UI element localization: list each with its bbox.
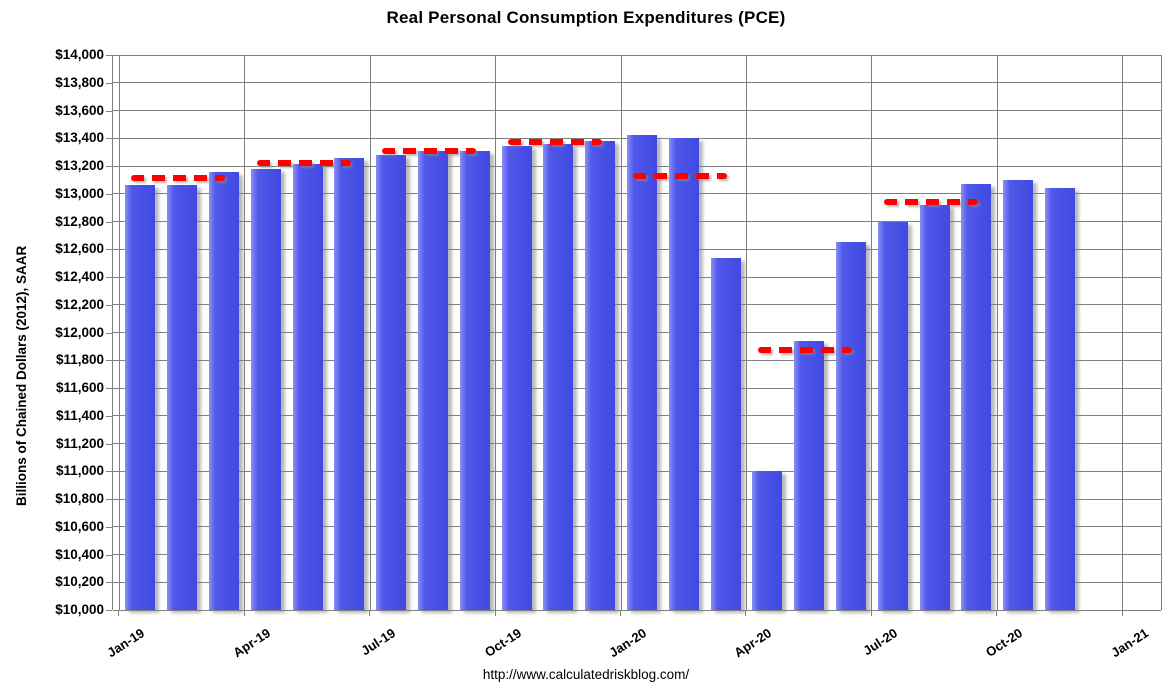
x-axis-tick <box>745 610 747 616</box>
bar <box>961 184 992 610</box>
v-gridline <box>495 55 497 610</box>
y-tick-label: $12,600 <box>55 241 104 257</box>
bar <box>167 185 198 610</box>
bar <box>250 168 281 610</box>
bar <box>919 204 950 610</box>
y-axis-tick <box>106 415 112 417</box>
y-tick-label: $13,400 <box>55 130 104 146</box>
y-axis-tick <box>106 249 112 251</box>
bar <box>292 163 323 610</box>
quarterly-average-line <box>131 175 226 182</box>
y-tick-label: $11,400 <box>55 407 104 423</box>
bar <box>543 143 574 610</box>
quarterly-average-line <box>633 172 727 179</box>
quarterly-average-line <box>883 199 978 206</box>
y-axis-tick <box>106 526 112 528</box>
y-tick-label: $10,800 <box>55 491 104 506</box>
quarterly-average-line <box>256 160 351 167</box>
x-axis-tick <box>494 610 496 616</box>
y-axis-tick <box>106 82 112 84</box>
bar <box>668 138 699 610</box>
v-gridline <box>244 55 246 610</box>
y-axis-tick <box>106 610 112 611</box>
y-axis-tick <box>106 443 112 445</box>
y-axis-tick <box>106 277 112 278</box>
y-tick-label: $12,400 <box>55 269 104 284</box>
bar <box>501 145 532 610</box>
bar <box>459 151 490 610</box>
y-tick-label: $13,000 <box>55 185 104 201</box>
y-axis-tick <box>106 332 112 334</box>
bar <box>794 340 825 610</box>
y-axis-tick <box>106 471 112 473</box>
y-tick-label: $13,800 <box>55 74 104 90</box>
h-gridline <box>113 54 1161 56</box>
bar <box>835 242 866 610</box>
quarterly-average-line <box>758 346 853 353</box>
y-tick-label: $10,600 <box>55 518 104 534</box>
y-tick-label: $11,000 <box>55 463 104 479</box>
y-axis-tick <box>106 138 112 140</box>
y-tick-label: $10,200 <box>55 574 104 590</box>
x-axis-tick <box>996 610 998 616</box>
y-tick-label: $10,000 <box>55 602 104 617</box>
quarterly-average-line <box>507 139 602 146</box>
y-axis-tick <box>106 582 112 584</box>
bar <box>585 141 616 610</box>
y-axis-tick <box>106 499 112 500</box>
y-axis-tick <box>106 304 112 306</box>
x-axis-tick <box>118 610 120 616</box>
y-tick-label: $12,000 <box>55 324 104 340</box>
bar <box>376 154 407 610</box>
y-tick-label: $13,200 <box>55 158 104 173</box>
v-gridline <box>745 55 747 610</box>
y-axis-tick <box>106 221 112 223</box>
v-gridline <box>871 55 873 610</box>
v-gridline <box>996 55 998 610</box>
y-tick-label: $14,000 <box>55 47 104 62</box>
y-axis-tick <box>106 360 112 362</box>
y-tick-label: $13,600 <box>55 102 104 118</box>
bar <box>125 184 156 610</box>
h-gridline <box>113 110 1161 111</box>
v-gridline <box>620 55 622 610</box>
v-gridline <box>369 55 371 610</box>
plot-area <box>112 54 1162 611</box>
y-axis-tick <box>106 193 112 195</box>
x-axis-tick <box>243 610 245 616</box>
y-axis-tick <box>106 166 112 167</box>
h-gridline <box>113 82 1161 84</box>
h-gridline <box>113 609 1161 611</box>
x-axis-tick <box>870 610 872 616</box>
y-tick-label: $12,800 <box>55 213 104 229</box>
bar <box>208 171 239 610</box>
y-tick-label: $10,400 <box>55 546 104 562</box>
bar <box>752 471 783 610</box>
bar <box>1003 179 1034 610</box>
bar <box>334 158 365 610</box>
y-tick-label: $12,200 <box>55 296 104 312</box>
bar <box>417 151 448 610</box>
x-axis-tick <box>620 610 621 616</box>
bar <box>710 257 741 610</box>
bar <box>877 222 908 610</box>
bar <box>626 135 657 610</box>
y-axis-tick <box>106 388 112 389</box>
v-gridline <box>1122 55 1124 610</box>
y-tick-label: $11,600 <box>55 380 104 395</box>
v-gridline <box>118 55 120 610</box>
x-axis-tick <box>1121 610 1123 616</box>
chart-title: Real Personal Consumption Expenditures (… <box>386 8 786 27</box>
y-axis-tick <box>106 554 112 556</box>
y-axis-tick <box>106 55 112 56</box>
y-axis-tick <box>106 110 112 112</box>
y-tick-label: $11,200 <box>55 435 104 451</box>
bar <box>1044 187 1075 610</box>
y-tick-label: $11,800 <box>55 352 104 368</box>
source-url: http://www.calculatedriskblog.com/ <box>482 667 690 682</box>
quarterly-average-line <box>382 147 477 154</box>
x-axis-tick <box>369 610 371 616</box>
